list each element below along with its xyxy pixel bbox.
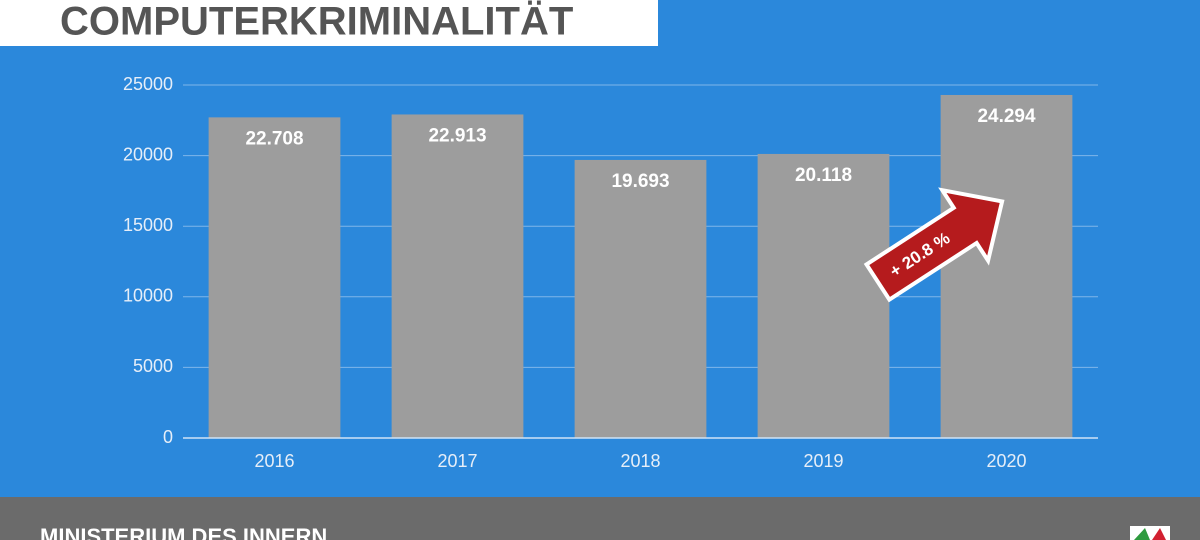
value-label: 19.693 (611, 171, 669, 192)
bar (757, 153, 890, 438)
x-tick-label: 2016 (254, 451, 294, 471)
bar (391, 114, 524, 438)
logo-green (1134, 528, 1150, 540)
arrow-shape (863, 187, 1005, 303)
y-tick-label: 20000 (123, 144, 173, 164)
bar (574, 159, 707, 438)
plot: 0 5000 10000 15000 20000 25000 2016 22.708 2017 2… (123, 74, 1098, 471)
y-tick-label: 10000 (123, 286, 173, 306)
footer-text: MINISTERIUM DES INNERN (40, 524, 327, 540)
y-tick-label: 25000 (123, 74, 173, 94)
x-tick-label: 2017 (437, 451, 477, 471)
footer-bar (0, 497, 1200, 540)
x-tick-label: 2018 (620, 451, 660, 471)
x-tick-label: 2019 (803, 451, 843, 471)
value-label: 24.294 (977, 106, 1036, 127)
chart-title: COMPUTERKRIMINALITÄT (60, 0, 573, 44)
y-tick-label: 0 (163, 427, 173, 447)
value-label: 20.118 (795, 165, 852, 186)
y-tick-label: 5000 (133, 356, 173, 376)
value-label: 22.913 (428, 125, 486, 146)
logo-red (1152, 528, 1166, 540)
title-box (0, 0, 658, 46)
growth-arrow: + 20.8 % (863, 187, 1005, 303)
logo (1130, 526, 1170, 540)
bar (940, 94, 1073, 438)
bar (208, 117, 341, 438)
y-tick-label: 15000 (123, 215, 173, 235)
x-tick-label: 2020 (986, 451, 1026, 471)
value-label: 22.708 (245, 128, 303, 149)
